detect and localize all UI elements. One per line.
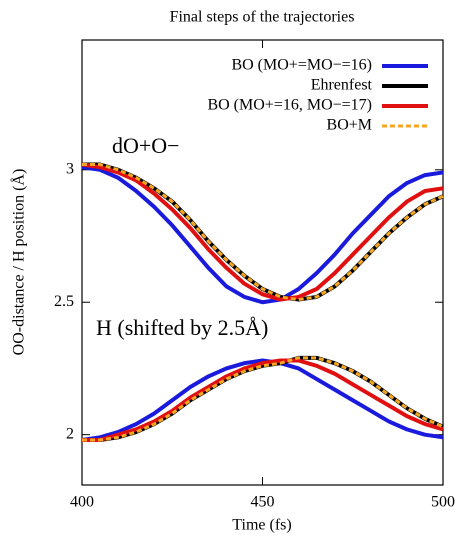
x-axis-label: Time (fs)	[232, 517, 291, 534]
series-line	[82, 358, 444, 442]
x-tick-label: 400	[70, 494, 94, 511]
series-line	[81, 165, 444, 305]
annotation: H (shifted by 2.5Å)	[96, 315, 268, 340]
y-axis-label: OO-distance / H position (Å)	[10, 169, 28, 356]
annotation: dO+O−	[112, 133, 180, 158]
y-tick-label: 3	[66, 160, 74, 177]
chart-title: Final steps of the trajectories	[170, 9, 355, 26]
legend-label: BO+M	[327, 117, 372, 134]
series-line	[81, 358, 444, 442]
series-line	[82, 162, 444, 302]
legend-label: BO (MO+=MO−=16)	[231, 57, 372, 74]
series-line	[81, 162, 444, 302]
x-tick-label: 500	[431, 494, 455, 511]
legend-label: BO (MO+=16, MO−=17)	[207, 97, 372, 114]
legend-label: Ehrenfest	[311, 77, 373, 94]
x-tick-label: 450	[251, 494, 275, 511]
y-tick-label: 2	[66, 425, 74, 442]
series-line	[82, 356, 444, 442]
y-tick-label: 2.5	[54, 293, 74, 310]
